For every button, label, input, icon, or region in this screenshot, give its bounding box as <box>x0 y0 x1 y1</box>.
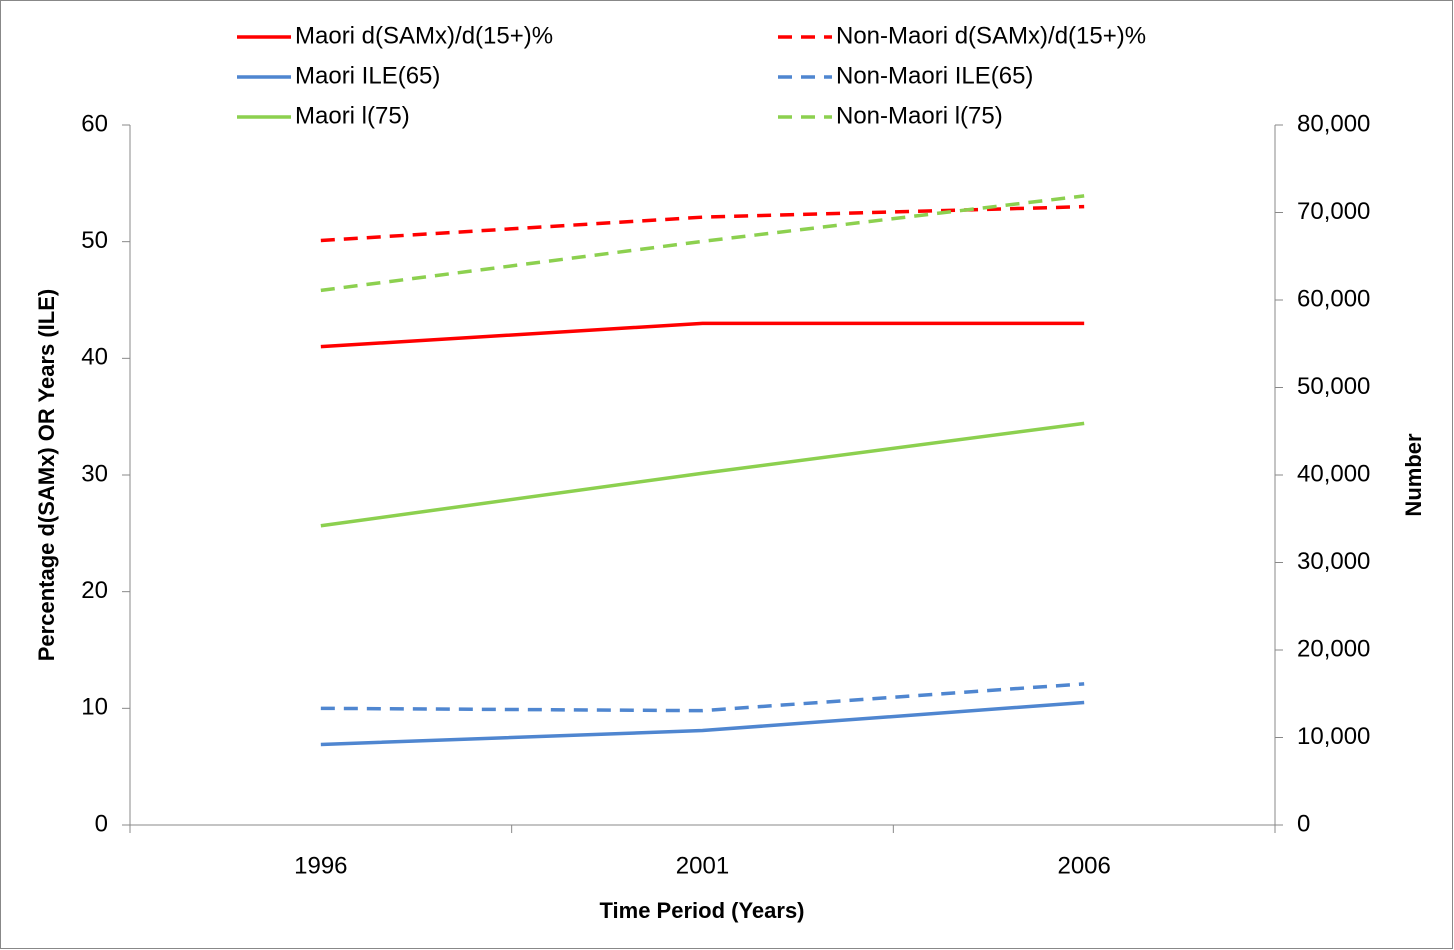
series-line <box>320 682 1085 713</box>
x-tick-label: 2001 <box>676 852 729 879</box>
series-line <box>320 421 1085 528</box>
y2-axis-title: Number <box>1401 433 1426 517</box>
y2-tick-label: 40,000 <box>1297 460 1370 487</box>
series-line <box>320 204 1085 243</box>
legend-label: Maori ILE(65) <box>295 62 440 89</box>
y2-tick-label: 80,000 <box>1297 110 1370 137</box>
y2-tick-label: 60,000 <box>1297 285 1370 312</box>
legend-label: Non-Maori d(SAMx)/d(15+)% <box>836 22 1146 49</box>
y-tick-label: 60 <box>81 110 108 137</box>
y2-tick-label: 50,000 <box>1297 373 1370 400</box>
y-tick-label: 20 <box>81 577 108 604</box>
x-tick-label: 2006 <box>1057 852 1110 879</box>
legend-label: Non-Maori ILE(65) <box>836 62 1033 89</box>
x-tick-label: 1996 <box>294 852 347 879</box>
y2-tick-label: 20,000 <box>1297 635 1370 662</box>
legend-label: Maori d(SAMx)/d(15+)% <box>295 22 553 49</box>
y-tick-label: 10 <box>81 694 108 721</box>
y-axis-title: Percentage d(SAMx) OR Years (ILE) <box>34 289 59 662</box>
series-line <box>320 321 1085 349</box>
y2-tick-label: 10,000 <box>1297 723 1370 750</box>
y-tick-label: 50 <box>81 227 108 254</box>
y-tick-label: 30 <box>81 460 108 487</box>
series-line <box>320 700 1085 747</box>
y2-tick-label: 70,000 <box>1297 198 1370 225</box>
x-axis-title: Time Period (Years) <box>599 898 804 923</box>
y-tick-label: 0 <box>95 810 108 837</box>
y-tick-label: 40 <box>81 344 108 371</box>
y2-tick-label: 0 <box>1297 810 1310 837</box>
legend-label: Non-Maori l(75) <box>836 102 1003 129</box>
series-line <box>320 194 1085 293</box>
legend-label: Maori l(75) <box>295 102 410 129</box>
y2-tick-label: 30,000 <box>1297 548 1370 575</box>
